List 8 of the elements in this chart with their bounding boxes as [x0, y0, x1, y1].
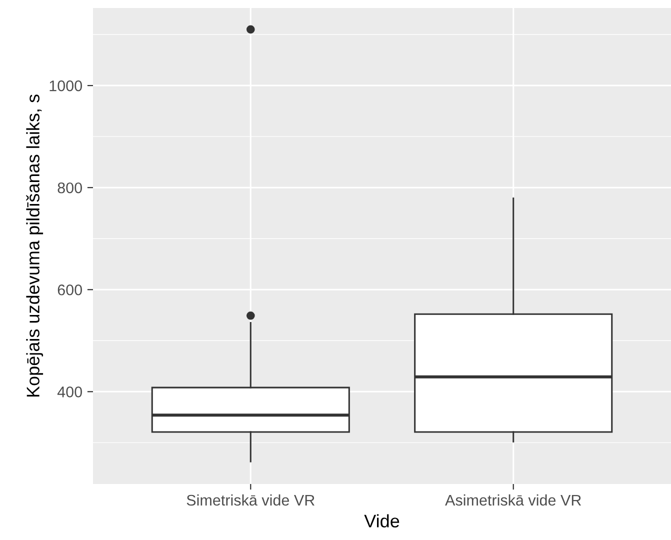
x-tick-label: Simetriskā vide VR	[186, 494, 314, 506]
x-tick-label: Asimetriskā vide VR	[445, 494, 581, 506]
y-tick-label: 1000	[50, 80, 82, 92]
y-axis-title: Kopējais uzdevuma pildīšanas laiks, s	[26, 94, 44, 397]
y-tick-label: 800	[58, 182, 82, 194]
x-axis-title: Vide	[364, 514, 400, 528]
y-tick-label: 600	[58, 284, 82, 296]
y-tick-label: 400	[57, 386, 82, 398]
